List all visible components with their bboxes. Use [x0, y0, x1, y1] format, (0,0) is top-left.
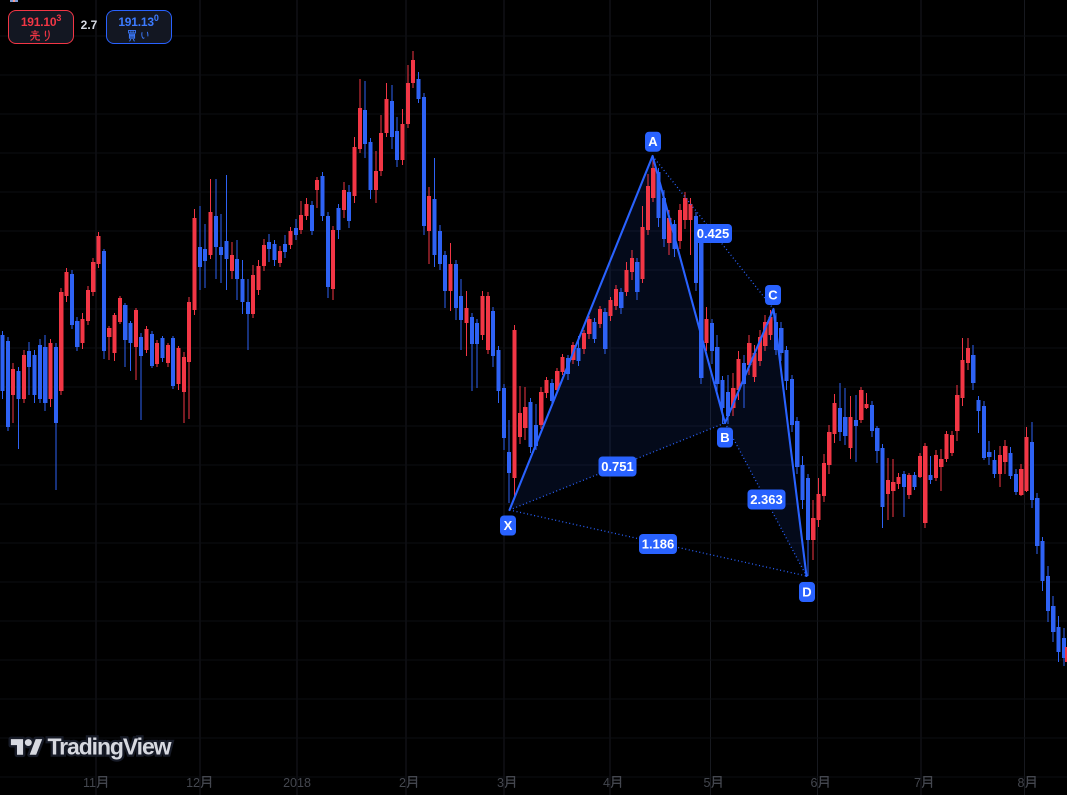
svg-text:0.751: 0.751 — [601, 459, 634, 474]
svg-text:7: 7 — [914, 776, 921, 790]
svg-text:6: 6 — [811, 776, 818, 790]
svg-text:12: 12 — [186, 776, 200, 790]
svg-text:X: X — [504, 518, 513, 533]
svg-text:A: A — [648, 134, 658, 149]
svg-text:2.363: 2.363 — [750, 492, 783, 507]
svg-text:11: 11 — [83, 776, 96, 790]
svg-text:C: C — [768, 288, 778, 303]
svg-text:4: 4 — [603, 776, 610, 790]
svg-text:TradingView: TradingView — [48, 734, 172, 760]
svg-text:B: B — [720, 430, 729, 445]
svg-text:0.425: 0.425 — [697, 226, 730, 241]
svg-text:3: 3 — [497, 776, 504, 790]
svg-text:5: 5 — [704, 776, 711, 790]
svg-text:D: D — [802, 585, 811, 600]
svg-text:2: 2 — [399, 776, 406, 790]
svg-text:2018: 2018 — [283, 776, 311, 790]
svg-text:1.186: 1.186 — [642, 537, 675, 552]
svg-text:8: 8 — [1018, 776, 1025, 790]
